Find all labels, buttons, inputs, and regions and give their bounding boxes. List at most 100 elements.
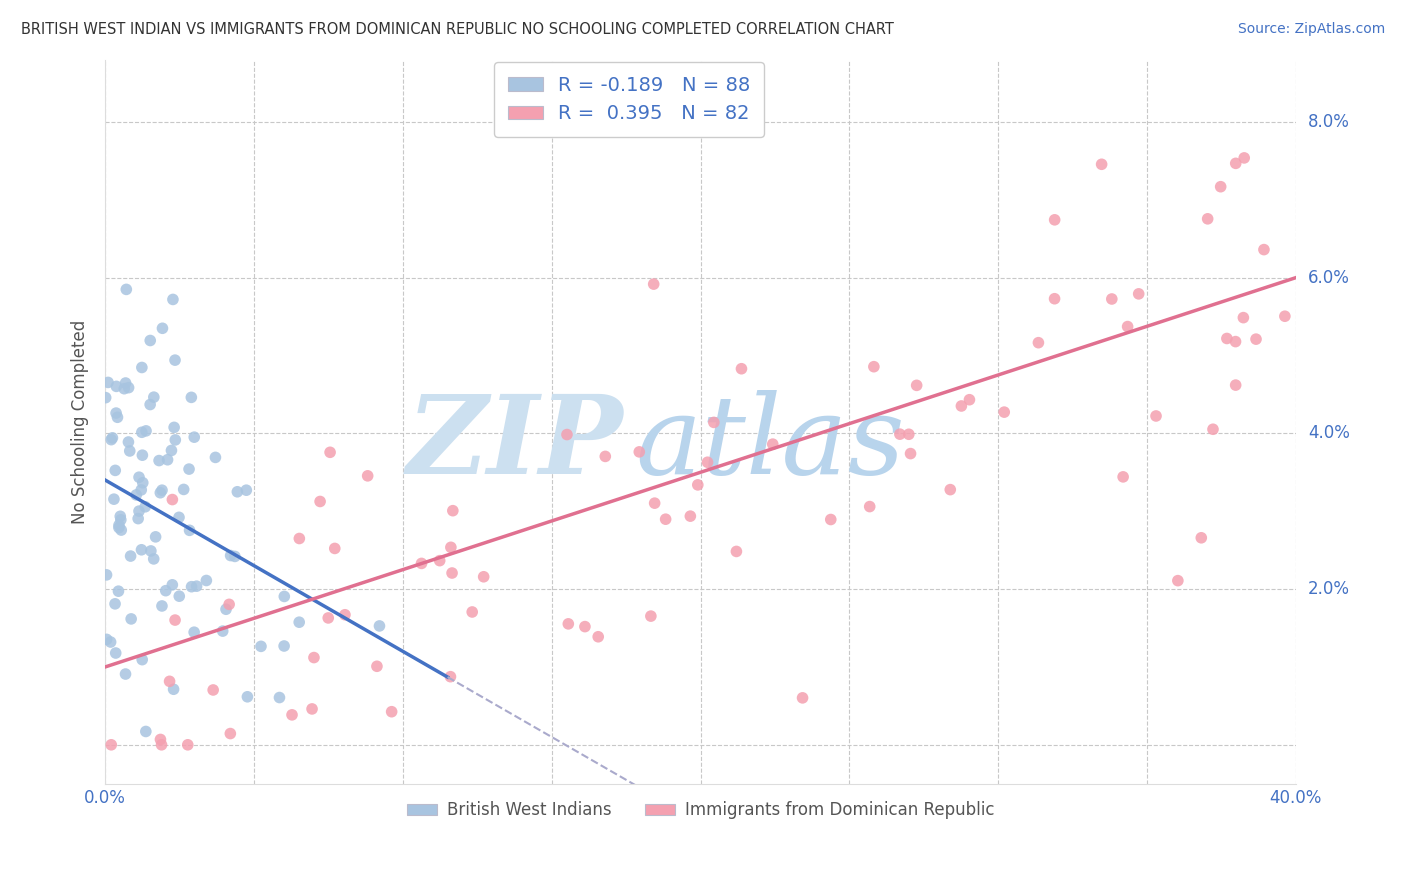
Point: [180, 580, 202, 594]
Point: [128, 470, 150, 484]
Point: [167, 589, 190, 603]
Point: [100, 635, 122, 649]
Point: [120, 549, 142, 563]
Point: [1233, 151, 1256, 165]
Text: 2.0%: 2.0%: [1308, 580, 1350, 598]
Point: [301, 702, 323, 716]
Point: [900, 447, 922, 461]
Text: 4.0%: 4.0%: [1308, 425, 1350, 442]
Point: [357, 468, 380, 483]
Point: [273, 639, 295, 653]
Text: 8.0%: 8.0%: [1308, 113, 1350, 131]
Point: [461, 605, 484, 619]
Point: [165, 433, 187, 447]
Point: [730, 361, 752, 376]
Point: [381, 705, 404, 719]
Point: [725, 544, 748, 558]
Point: [104, 463, 127, 477]
Text: 6.0%: 6.0%: [1308, 268, 1350, 286]
Point: [131, 360, 153, 375]
Point: [120, 612, 142, 626]
Point: [132, 475, 155, 490]
Point: [114, 376, 136, 390]
Point: [101, 431, 124, 445]
Point: [155, 583, 177, 598]
Point: [163, 420, 186, 434]
Point: [162, 682, 184, 697]
Point: [105, 406, 128, 420]
Point: [159, 674, 181, 689]
Point: [150, 599, 173, 613]
Point: [1274, 310, 1296, 324]
Point: [150, 483, 173, 498]
Point: [316, 611, 339, 625]
Point: [105, 379, 128, 393]
Point: [1144, 409, 1167, 423]
Point: [1225, 334, 1247, 349]
Point: [142, 552, 165, 566]
Text: ZIP: ZIP: [406, 390, 623, 497]
Point: [107, 410, 129, 425]
Point: [211, 624, 233, 639]
Point: [905, 378, 928, 392]
Point: [183, 430, 205, 444]
Point: [1225, 156, 1247, 170]
Point: [163, 353, 186, 368]
Point: [1253, 243, 1275, 257]
Legend: British West Indians, Immigrants from Dominican Republic: British West Indians, Immigrants from Do…: [401, 795, 1001, 826]
Point: [368, 619, 391, 633]
Point: [150, 738, 173, 752]
Point: [152, 321, 174, 335]
Point: [302, 650, 325, 665]
Point: [236, 690, 259, 704]
Point: [439, 670, 461, 684]
Point: [115, 282, 138, 296]
Point: [139, 334, 162, 348]
Point: [179, 524, 201, 538]
Point: [135, 724, 157, 739]
Point: [1216, 331, 1239, 345]
Point: [1202, 422, 1225, 436]
Point: [441, 504, 464, 518]
Point: [333, 607, 356, 622]
Text: BRITISH WEST INDIAN VS IMMIGRANTS FROM DOMINICAN REPUBLIC NO SCHOOLING COMPLETED: BRITISH WEST INDIAN VS IMMIGRANTS FROM D…: [21, 22, 894, 37]
Point: [96, 567, 118, 582]
Point: [177, 738, 200, 752]
Point: [1112, 470, 1135, 484]
Point: [219, 549, 242, 563]
Point: [859, 500, 882, 514]
Point: [993, 405, 1015, 419]
Point: [94, 391, 117, 405]
Point: [139, 398, 162, 412]
Point: [939, 483, 962, 497]
Point: [139, 544, 162, 558]
Point: [131, 653, 153, 667]
Point: [131, 425, 153, 440]
Point: [889, 427, 911, 442]
Point: [586, 630, 609, 644]
Point: [319, 445, 342, 459]
Point: [165, 613, 187, 627]
Point: [411, 557, 433, 571]
Point: [162, 492, 184, 507]
Point: [1028, 335, 1050, 350]
Point: [104, 646, 127, 660]
Point: [686, 478, 709, 492]
Point: [100, 738, 122, 752]
Point: [288, 615, 311, 630]
Point: [96, 632, 118, 647]
Point: [555, 427, 578, 442]
Point: [110, 509, 132, 524]
Point: [107, 584, 129, 599]
Point: [186, 579, 208, 593]
Point: [134, 500, 156, 514]
Point: [127, 511, 149, 525]
Point: [148, 453, 170, 467]
Text: Source: ZipAtlas.com: Source: ZipAtlas.com: [1237, 22, 1385, 37]
Point: [173, 483, 195, 497]
Point: [218, 598, 240, 612]
Point: [643, 277, 665, 292]
Point: [472, 570, 495, 584]
Point: [1209, 179, 1232, 194]
Point: [128, 504, 150, 518]
